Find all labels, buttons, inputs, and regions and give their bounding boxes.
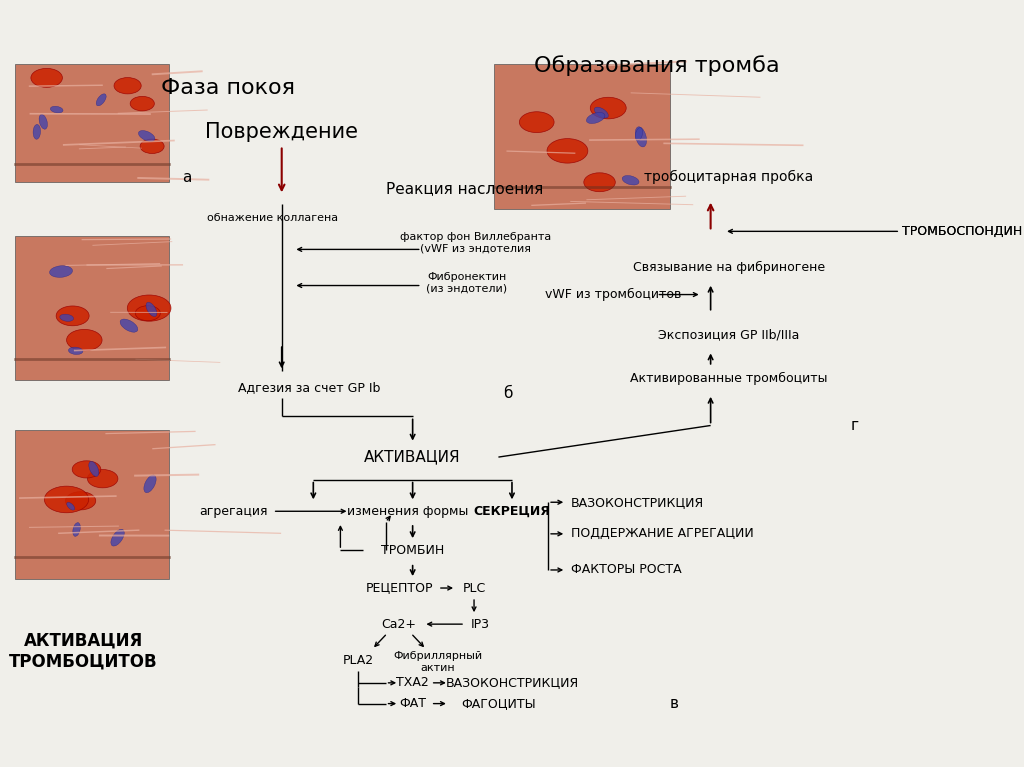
Ellipse shape bbox=[67, 502, 75, 510]
Ellipse shape bbox=[56, 306, 89, 326]
Ellipse shape bbox=[140, 139, 164, 153]
FancyBboxPatch shape bbox=[494, 64, 670, 209]
Ellipse shape bbox=[87, 469, 118, 488]
Text: Ca2+: Ca2+ bbox=[382, 617, 417, 630]
FancyBboxPatch shape bbox=[15, 430, 169, 579]
FancyBboxPatch shape bbox=[15, 236, 169, 380]
Text: PLC: PLC bbox=[463, 581, 485, 594]
Ellipse shape bbox=[50, 107, 63, 113]
Text: PLA2: PLA2 bbox=[343, 653, 374, 667]
Text: Фаза покоя: Фаза покоя bbox=[161, 77, 295, 98]
Text: ВАЗОКОНСТРИКЦИЯ: ВАЗОКОНСТРИКЦИЯ bbox=[445, 676, 579, 690]
Text: IP3: IP3 bbox=[471, 617, 489, 630]
Text: Связывание на фибриногене: Связывание на фибриногене bbox=[633, 261, 824, 274]
Ellipse shape bbox=[120, 319, 138, 332]
Text: Фибронектин
(из эндотели): Фибронектин (из эндотели) bbox=[426, 272, 507, 294]
Ellipse shape bbox=[138, 130, 155, 141]
Ellipse shape bbox=[73, 461, 100, 478]
Ellipse shape bbox=[144, 475, 156, 492]
Ellipse shape bbox=[69, 347, 83, 354]
Ellipse shape bbox=[635, 127, 646, 147]
Text: тробоцитарная пробка: тробоцитарная пробка bbox=[644, 170, 813, 184]
Text: ФАТ: ФАТ bbox=[399, 697, 426, 710]
Ellipse shape bbox=[114, 77, 141, 94]
Text: ФАКТОРЫ РОСТА: ФАКТОРЫ РОСТА bbox=[570, 564, 681, 577]
Ellipse shape bbox=[59, 314, 74, 321]
Ellipse shape bbox=[547, 139, 588, 163]
Ellipse shape bbox=[67, 329, 102, 351]
Ellipse shape bbox=[44, 486, 89, 513]
Text: Экспозиция GP IIb/IIIa: Экспозиция GP IIb/IIIa bbox=[658, 329, 800, 341]
Text: Фибриллярный
актин: Фибриллярный актин bbox=[393, 651, 482, 673]
Text: Адгезия за счет GP Ib: Адгезия за счет GP Ib bbox=[238, 381, 380, 394]
Ellipse shape bbox=[623, 176, 639, 185]
Ellipse shape bbox=[590, 97, 627, 119]
Text: Реакция наслоения: Реакция наслоения bbox=[386, 182, 543, 196]
Text: обнажение коллагена: обнажение коллагена bbox=[207, 212, 338, 222]
Text: изменения формы: изменения формы bbox=[347, 505, 469, 518]
Ellipse shape bbox=[49, 265, 73, 278]
Text: ТРОМБОСПОНДИН: ТРОМБОСПОНДИН bbox=[902, 225, 1022, 238]
Text: в: в bbox=[670, 696, 679, 711]
Text: б: б bbox=[503, 387, 512, 401]
Ellipse shape bbox=[146, 302, 157, 317]
Text: г: г bbox=[851, 418, 859, 433]
Ellipse shape bbox=[635, 127, 643, 140]
Text: АКТИВАЦИЯ: АКТИВАЦИЯ bbox=[365, 449, 461, 465]
Text: АКТИВАЦИЯ
ТРОМБОЦИТОВ: АКТИВАЦИЯ ТРОМБОЦИТОВ bbox=[9, 632, 158, 670]
Text: Повреждение: Повреждение bbox=[205, 122, 358, 142]
Ellipse shape bbox=[31, 68, 62, 87]
Text: vWF из тромбоцитов: vWF из тромбоцитов bbox=[545, 288, 681, 301]
Text: РЕЦЕПТОР: РЕЦЕПТОР bbox=[366, 581, 433, 594]
Ellipse shape bbox=[39, 114, 47, 129]
Ellipse shape bbox=[96, 94, 106, 106]
Ellipse shape bbox=[584, 173, 615, 192]
Ellipse shape bbox=[33, 124, 41, 140]
Ellipse shape bbox=[89, 462, 98, 476]
Text: Образования тромба: Образования тромба bbox=[534, 55, 779, 76]
Text: ТХА2: ТХА2 bbox=[396, 676, 429, 690]
Ellipse shape bbox=[130, 97, 155, 111]
Text: ТРОМБИН: ТРОМБИН bbox=[381, 544, 444, 557]
Text: а: а bbox=[182, 170, 191, 185]
FancyBboxPatch shape bbox=[15, 64, 169, 182]
Text: СЕКРЕЦИЯ: СЕКРЕЦИЯ bbox=[473, 505, 551, 518]
Text: фактор фон Виллебранта
(vWF из эндотелия: фактор фон Виллебранта (vWF из эндотелия bbox=[400, 232, 552, 254]
Ellipse shape bbox=[587, 113, 605, 123]
Text: ФАГОЦИТЫ: ФАГОЦИТЫ bbox=[461, 697, 536, 710]
Ellipse shape bbox=[594, 107, 608, 118]
Ellipse shape bbox=[135, 306, 161, 321]
Text: Активированные тромбоциты: Активированные тромбоциты bbox=[630, 372, 827, 385]
Ellipse shape bbox=[111, 529, 124, 546]
Text: ТРОМБОСПОНДИН: ТРОМБОСПОНДИН bbox=[902, 225, 1022, 238]
Ellipse shape bbox=[519, 112, 554, 133]
Text: ВАЗОКОНСТРИКЦИЯ: ВАЗОКОНСТРИКЦИЯ bbox=[570, 495, 703, 509]
Text: ПОДДЕРЖАНИЕ АГРЕГАЦИИ: ПОДДЕРЖАНИЕ АГРЕГАЦИИ bbox=[570, 528, 754, 540]
Ellipse shape bbox=[73, 522, 80, 536]
Ellipse shape bbox=[127, 295, 171, 321]
Text: агрегация: агрегация bbox=[200, 505, 268, 518]
Ellipse shape bbox=[66, 492, 95, 510]
